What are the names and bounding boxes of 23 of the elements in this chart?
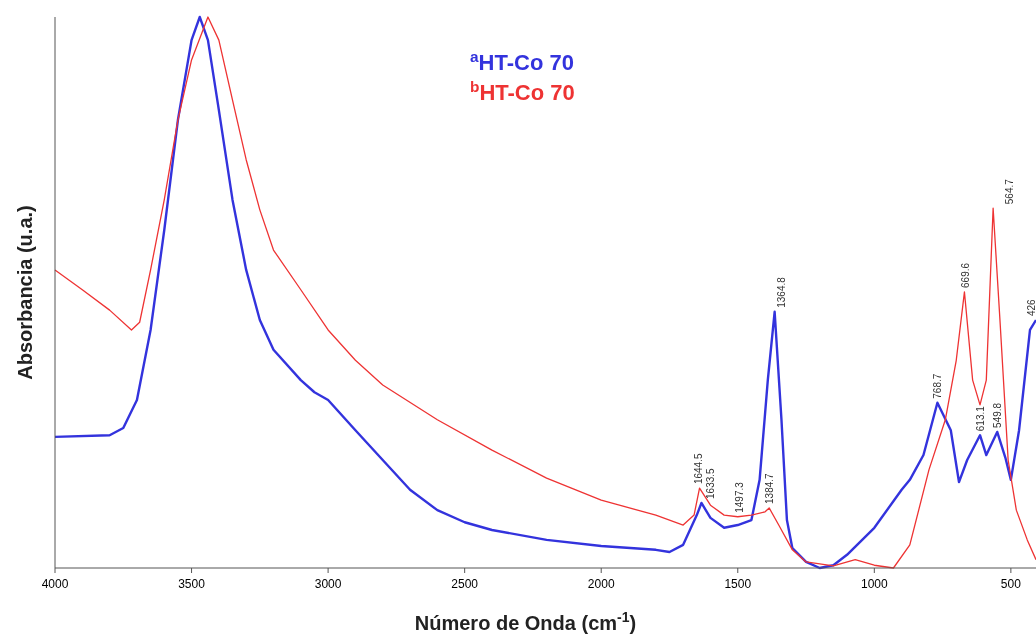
x-tick-label: 2500 — [451, 577, 479, 591]
annotation: 768.7 — [932, 373, 944, 399]
x-tick-label: 3000 — [314, 577, 342, 591]
x-tick-label: 4000 — [41, 577, 69, 591]
annotation: 669.6 — [959, 262, 971, 288]
x-tick-label: 1500 — [724, 577, 752, 591]
annotation: 1644.5 — [693, 453, 705, 485]
annotation: 1364.8 — [776, 276, 788, 308]
annotation: 564.7 — [1004, 178, 1016, 205]
annotation: 426 — [1026, 298, 1036, 317]
text: $^{b}$HT-Co 70 — [470, 77, 575, 105]
x-axis-title: Número de Onda (cm$^{-1}$) — [414, 609, 637, 634]
annotation: 549.8 — [992, 402, 1004, 428]
text: $^{a}$HT-Co 70 — [470, 47, 574, 75]
x-tick-label: 2000 — [587, 577, 615, 591]
annotation: 1497.3 — [733, 481, 745, 513]
annotation: 613.1 — [974, 405, 986, 432]
x-tick-label: 500 — [1000, 577, 1022, 591]
annotation: 1633.5 — [705, 467, 717, 499]
y-axis-title: Absorbancia (u.a.) — [14, 205, 36, 380]
x-tick-label: 3500 — [178, 577, 206, 591]
annotation: 1384.7 — [764, 472, 776, 504]
x-tick-label: 1000 — [860, 577, 888, 591]
